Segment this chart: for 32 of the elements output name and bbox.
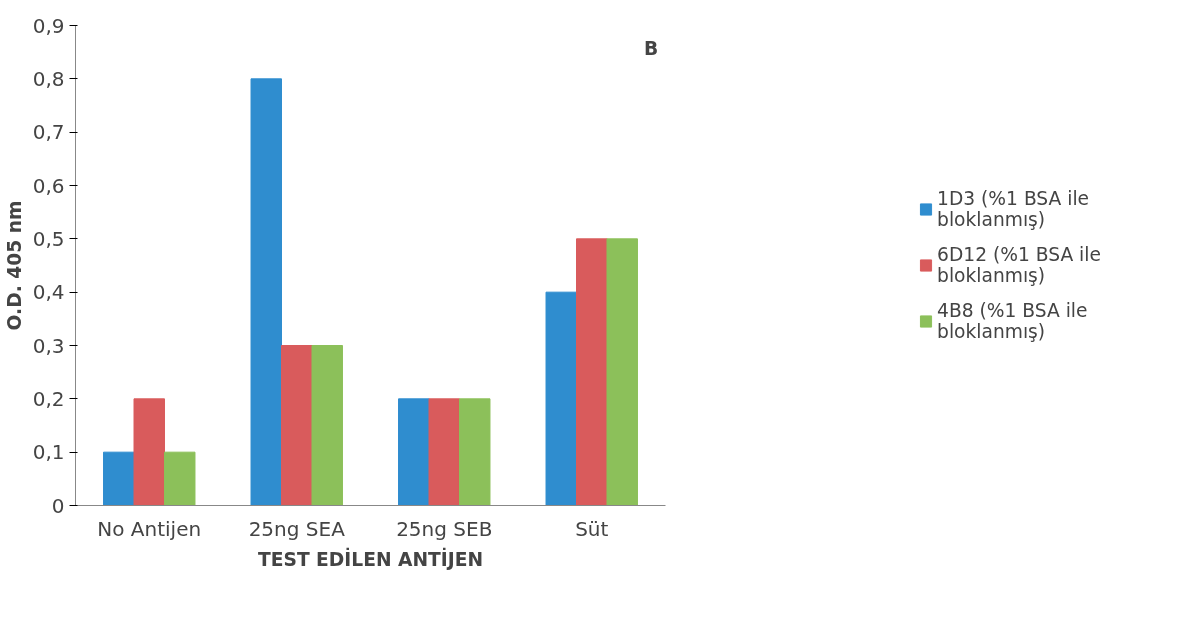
legend-label: 1D3 (%1 BSA ile bloklanmış) (937, 188, 1090, 230)
x-tick-label: No Antijen (97, 516, 202, 541)
y-tick-label: 0,4 (32, 280, 65, 305)
y-axis-title: O.D. 405 nm (3, 200, 25, 331)
bar (398, 398, 430, 506)
y-tick-label: 0,1 (32, 440, 65, 465)
bar (606, 238, 638, 506)
bar (576, 238, 608, 506)
y-tick-label: 0,2 (32, 386, 65, 411)
y-tick-label: 0 (51, 493, 65, 518)
x-tick-label: 25ng SEA (248, 516, 346, 541)
y-tick-label: 0,6 (32, 173, 65, 198)
bar (458, 398, 491, 506)
annotation: B (643, 38, 659, 60)
y-tick-label: 0,5 (32, 226, 65, 251)
y-tick-label: 0,8 (32, 66, 65, 91)
y-tick-label: 0,9 (32, 13, 65, 38)
bar (250, 78, 283, 506)
bar (163, 451, 196, 506)
bar (103, 451, 135, 506)
x-tick-label: 25ng SEB (396, 516, 493, 541)
bar (428, 398, 460, 506)
y-tick-label: 0,3 (32, 333, 65, 358)
x-axis-title: TEST EDİLEN ANTİJEN (257, 546, 484, 570)
bar (133, 398, 165, 506)
y-tick-label: 0,7 (32, 120, 65, 145)
bar (545, 291, 578, 506)
legend-label: 6D12 (%1 BSA ile bloklanmış) (937, 244, 1101, 286)
x-tick-label: Süt (575, 516, 609, 541)
legend-label: 4B8 (%1 BSA ile bloklanmış) (937, 300, 1088, 342)
bar (281, 345, 313, 506)
bar (311, 345, 343, 506)
